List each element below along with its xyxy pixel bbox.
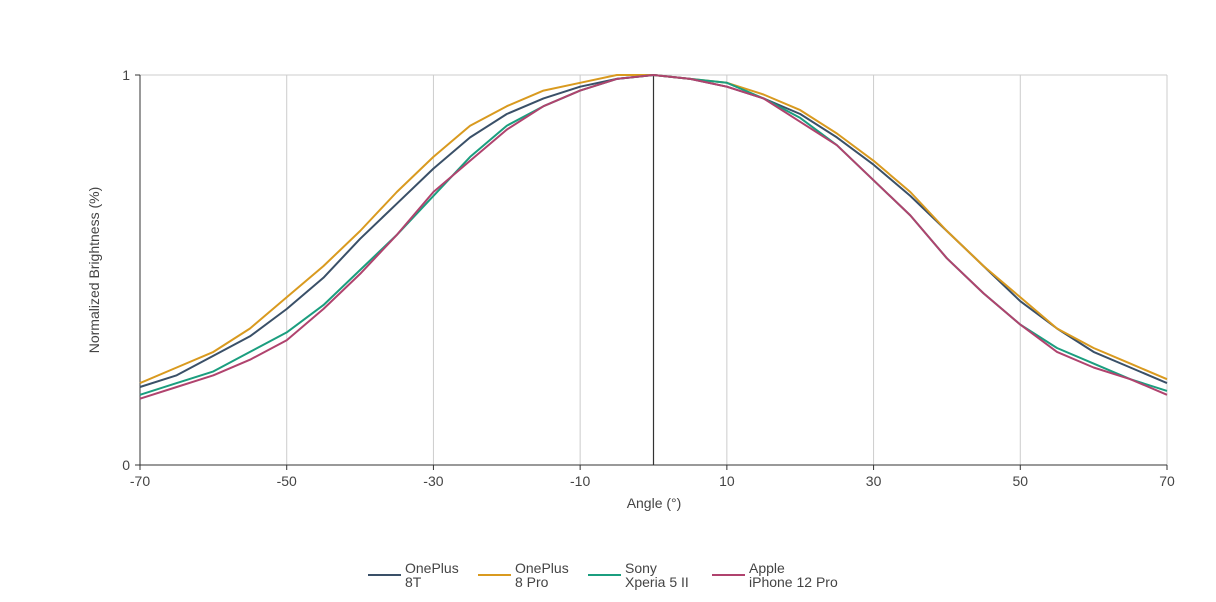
legend-label-line2: 8T [405,574,422,590]
axis-layer [135,74,1168,470]
x-tick-label: -50 [277,473,297,489]
x-tick-label: 30 [866,473,882,489]
y-axis-title: Normalized Brightness (%) [86,187,102,354]
legend-label-line2: iPhone 12 Pro [749,574,838,590]
x-axis-title: Angle (°) [627,495,682,511]
legend-label-line1: OnePlus [405,560,459,576]
legend-label-line2: 8 Pro [515,574,549,590]
y-tick-label: 0 [122,457,130,473]
y-tick-label: 1 [122,67,130,83]
tick-labels: -70 -50 -30 -10 10 30 50 70 0 1 [122,67,1175,489]
x-tick-label: 10 [719,473,735,489]
series-line-4 [139,74,1168,400]
series-layer [139,74,1168,400]
legend-label-line1: OnePlus [515,560,569,576]
x-tick-label: -30 [423,473,443,489]
legend-label-line1: Apple [749,560,785,576]
x-tick-label: 70 [1159,473,1175,489]
x-tick-label: -10 [570,473,590,489]
x-tick-label: 50 [1012,473,1028,489]
legend-label-line2: Xperia 5 II [625,574,689,590]
x-tick-label: -70 [130,473,150,489]
legend-label-line1: Sony [625,560,657,576]
